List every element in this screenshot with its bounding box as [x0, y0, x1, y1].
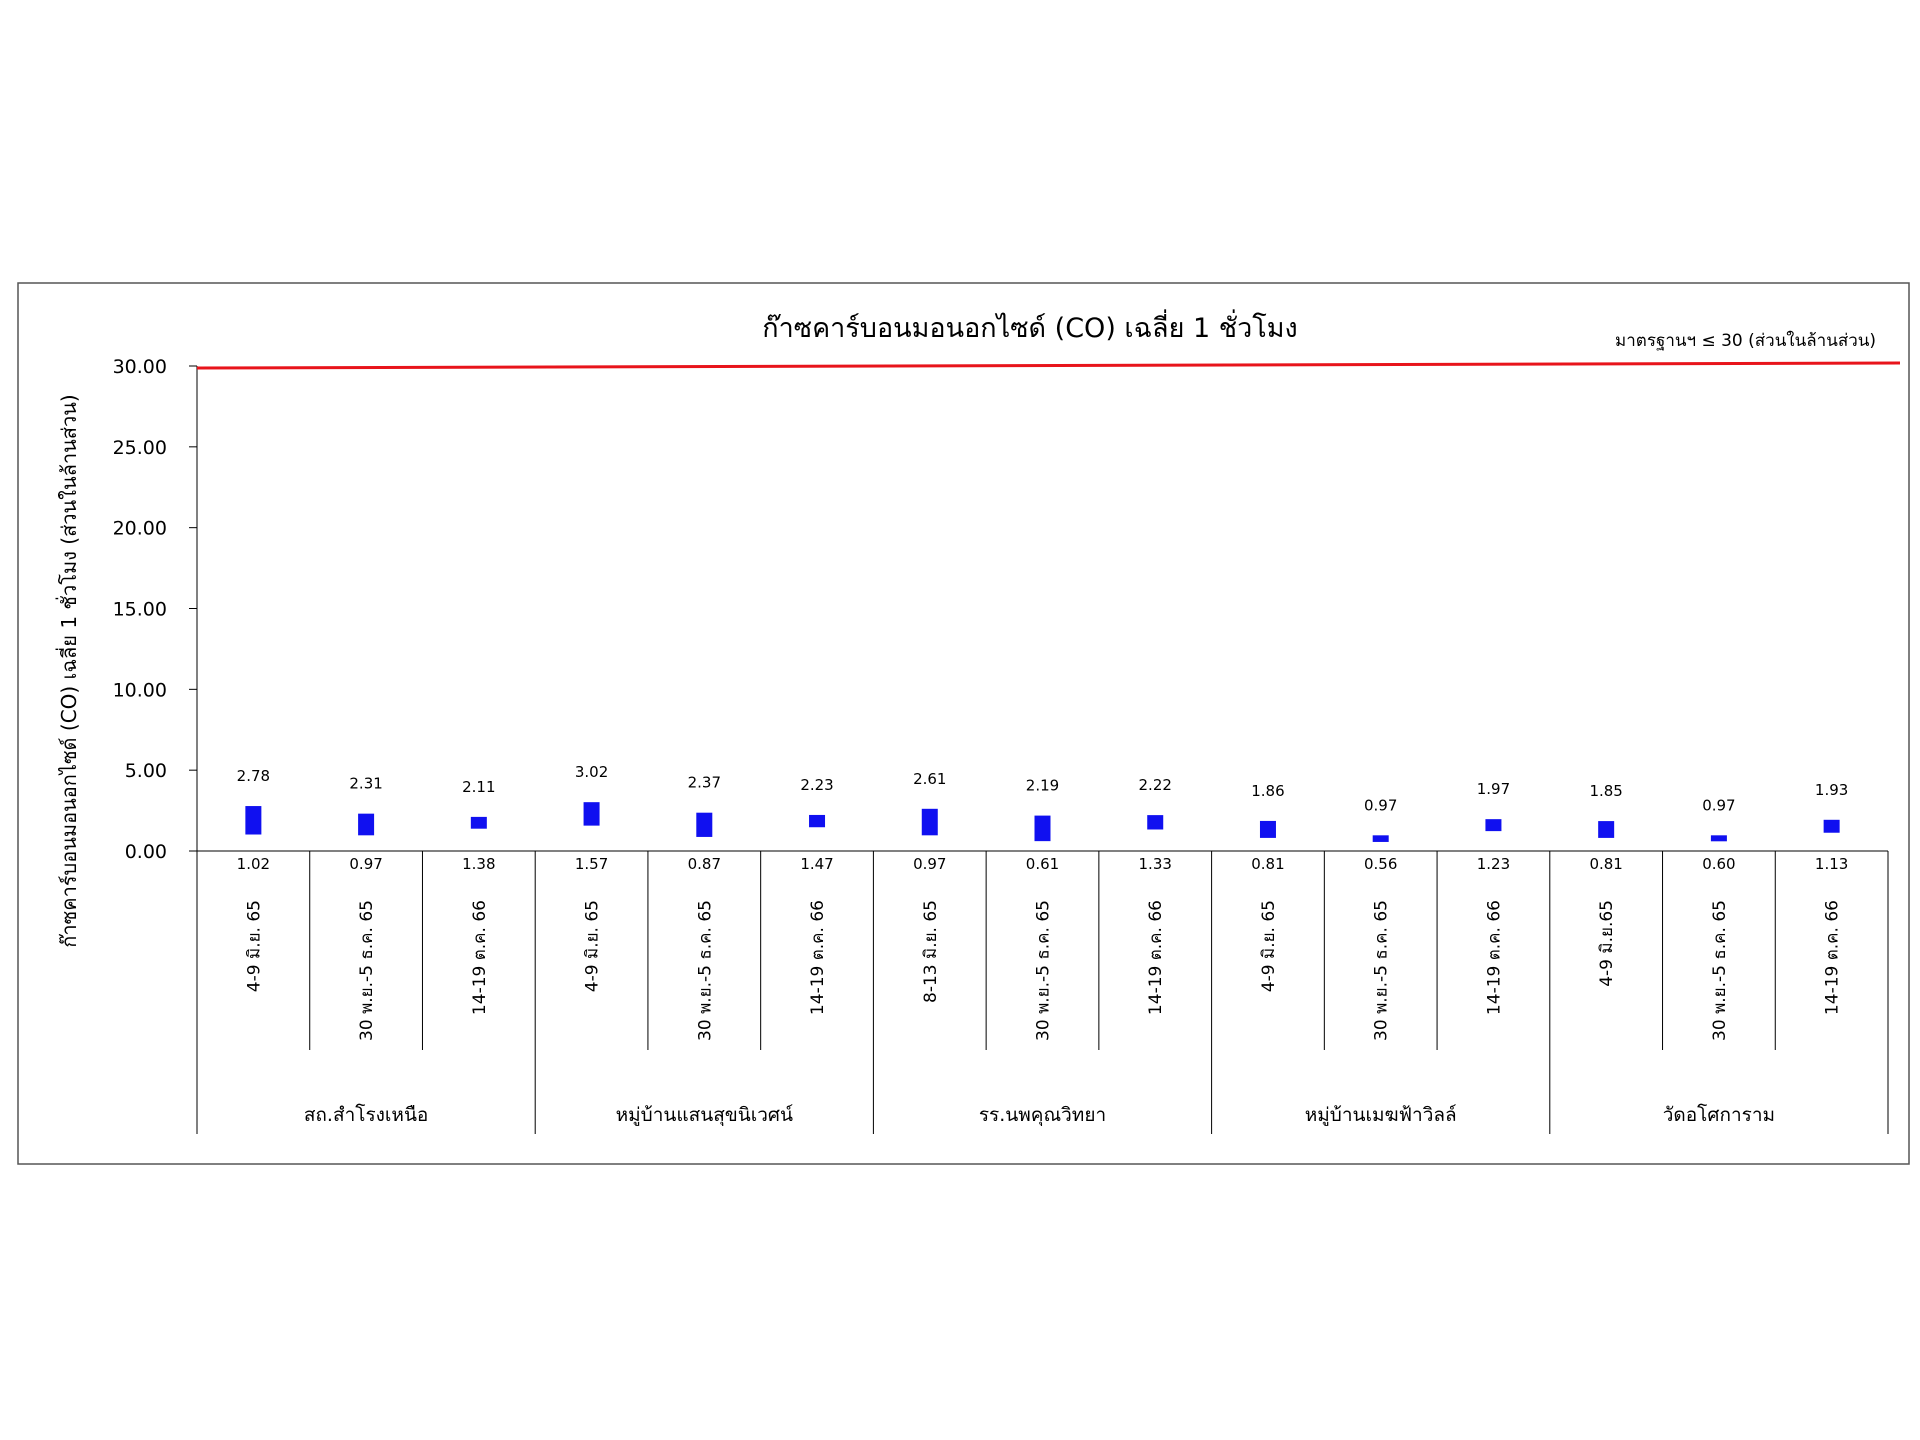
- range-bar: [1710, 835, 1727, 842]
- min-value-label: 1.57: [575, 855, 608, 873]
- group-label: วัดอโศการาม: [1663, 1103, 1775, 1126]
- standard-line: [196, 361, 1901, 370]
- range-bar: [245, 806, 262, 835]
- max-value-label: 2.22: [1139, 776, 1172, 794]
- group-label: รร.นพคุณวิทยา: [979, 1104, 1106, 1127]
- min-value-label: 0.97: [913, 855, 946, 873]
- y-tick-label: 15.00: [113, 599, 167, 621]
- max-value-label: 2.19: [1026, 777, 1059, 795]
- x-category-label: 30 พ.ย.-5 ธ.ค. 65: [1034, 900, 1054, 1041]
- range-bar: [696, 812, 713, 837]
- x-category-label: 4-9 มิ.ย. 65: [244, 900, 264, 992]
- x-category-label: 14-19 ต.ค. 66: [1823, 900, 1843, 1015]
- range-bar: [809, 814, 826, 828]
- x-category-label: 4-9 มิ.ย. 65: [1259, 900, 1279, 992]
- max-value-label: 1.85: [1589, 782, 1622, 800]
- y-tick-label: 20.00: [113, 518, 167, 540]
- min-value-label: 1.02: [237, 855, 270, 873]
- min-value-label: 1.38: [462, 855, 495, 873]
- range-bar: [921, 808, 938, 836]
- range-bar: [1034, 815, 1051, 842]
- x-category-label: 8-13 มิ.ย. 65: [921, 900, 941, 1003]
- x-category-label: 30 พ.ย.-5 ธ.ค. 65: [1372, 900, 1392, 1041]
- max-value-label: 1.97: [1477, 780, 1510, 798]
- range-bar: [1259, 820, 1276, 838]
- y-tick-label: 5.00: [125, 760, 167, 782]
- max-value-label: 2.37: [688, 774, 721, 792]
- min-value-label: 0.81: [1251, 855, 1284, 873]
- min-value-label: 1.13: [1815, 855, 1848, 873]
- min-value-label: 0.56: [1364, 855, 1397, 873]
- max-value-label: 0.97: [1364, 796, 1397, 814]
- range-bar: [1485, 819, 1502, 832]
- max-value-label: 1.86: [1251, 782, 1284, 800]
- y-tick-label: 30.00: [113, 356, 167, 378]
- min-value-label: 0.61: [1026, 855, 1059, 873]
- chart-frame: [17, 282, 1910, 1165]
- x-category-label: 14-19 ต.ค. 66: [1146, 900, 1166, 1015]
- max-value-label: 2.31: [349, 775, 382, 793]
- min-value-label: 0.60: [1702, 855, 1735, 873]
- range-bar: [358, 813, 375, 836]
- y-tick-label: 10.00: [113, 679, 167, 701]
- min-value-label: 0.81: [1589, 855, 1622, 873]
- max-value-label: 0.97: [1702, 796, 1735, 814]
- y-tick-label: 25.00: [113, 437, 167, 459]
- range-bar: [583, 802, 600, 826]
- max-value-label: 3.02: [575, 763, 608, 781]
- y-axis-label: ก๊าซคาร์บอนมอนอกไซด์ (CO) เฉลี่ย 1 ชั่วโ…: [55, 394, 81, 947]
- max-value-label: 2.78: [237, 767, 270, 785]
- min-value-label: 0.97: [349, 855, 382, 873]
- standard-label: มาตรฐานฯ ≤ 30 (ส่วนในล้านส่วน): [1615, 330, 1876, 351]
- range-bar: [1147, 815, 1164, 830]
- min-value-label: 0.87: [688, 855, 721, 873]
- min-value-label: 1.33: [1139, 855, 1172, 873]
- range-bar: [1598, 821, 1615, 838]
- range-bar: [470, 816, 487, 829]
- max-value-label: 2.61: [913, 770, 946, 788]
- x-category-label: 4-9 มิ.ย.65: [1597, 900, 1617, 987]
- x-category-label: 30 พ.ย.-5 ธ.ค. 65: [357, 900, 377, 1041]
- chart-title: ก๊าซคาร์บอนมอนอกไซด์ (CO) เฉลี่ย 1 ชั่วโ…: [762, 309, 1297, 344]
- range-bar: [1372, 835, 1389, 842]
- max-value-label: 2.23: [800, 776, 833, 794]
- group-label: สถ.สำโรงเหนือ: [304, 1103, 429, 1126]
- group-label: หมู่บ้านเมฆฟ้าวิลล์: [1305, 1104, 1457, 1126]
- min-value-label: 1.47: [800, 855, 833, 873]
- min-value-label: 1.23: [1477, 855, 1510, 873]
- plot-area: 0.00 5.00 10.00 15.00 20.00 25.00 30.00 2.78 1.0…: [113, 356, 1901, 1134]
- x-category-label: 14-19 ต.ค. 66: [808, 900, 828, 1015]
- x-category-label: 4-9 มิ.ย. 65: [583, 900, 603, 992]
- x-category-label: 14-19 ต.ค. 66: [1484, 900, 1504, 1015]
- y-tick-label: 0.00: [125, 841, 167, 863]
- max-value-label: 2.11: [462, 778, 495, 796]
- range-bar: [1823, 819, 1840, 833]
- x-category-label: 30 พ.ย.-5 ธ.ค. 65: [695, 900, 715, 1041]
- max-value-label: 1.93: [1815, 781, 1848, 799]
- x-category-label: 30 พ.ย.-5 ธ.ค. 65: [1710, 900, 1730, 1041]
- x-category-label: 14-19 ต.ค. 66: [470, 900, 490, 1015]
- group-label: หมู่บ้านแสนสุขนิเวศน์: [616, 1104, 794, 1127]
